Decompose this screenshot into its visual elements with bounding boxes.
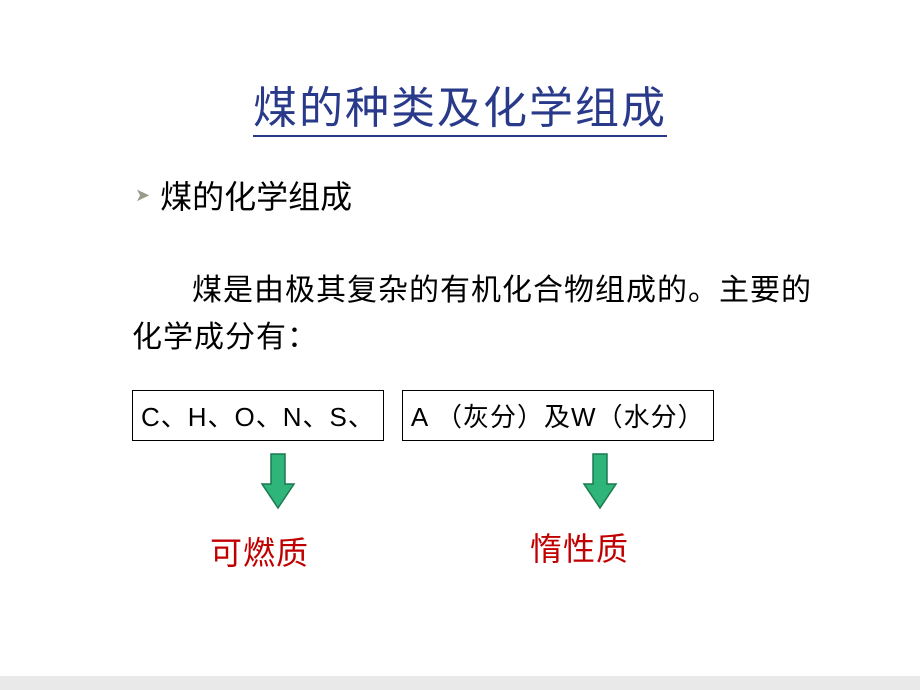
arrow-down-icon xyxy=(258,450,298,512)
arrow-down-right xyxy=(580,450,620,512)
combustible-label: 可燃质 xyxy=(210,528,309,574)
footer-bar xyxy=(0,676,920,690)
inert-box: A （灰分）及W（水分） xyxy=(402,390,714,441)
element-boxes: C、H、O、N、S、 A （灰分）及W（水分） xyxy=(132,390,714,441)
inert-label: 惰性质 xyxy=(530,524,629,570)
arrow-down-icon xyxy=(580,450,620,512)
slide: 煤的种类及化学组成 ➤ 煤的化学组成 煤是由极其复杂的有机化合物组成的。主要的化… xyxy=(0,0,920,690)
triangle-bullet-icon: ➤ xyxy=(135,185,150,206)
bullet-row: ➤ 煤的化学组成 xyxy=(135,172,352,218)
arrow-shape-left xyxy=(262,454,294,508)
slide-title: 煤的种类及化学组成 xyxy=(0,72,920,136)
combustible-box: C、H、O、N、S、 xyxy=(132,390,384,441)
arrow-down-left xyxy=(258,450,298,512)
slide-title-text: 煤的种类及化学组成 xyxy=(253,84,667,137)
arrow-shape-right xyxy=(584,454,616,508)
bullet-text: 煤的化学组成 xyxy=(160,172,352,218)
paragraph-text: 煤是由极其复杂的有机化合物组成的。主要的化学成分有： xyxy=(132,268,812,361)
